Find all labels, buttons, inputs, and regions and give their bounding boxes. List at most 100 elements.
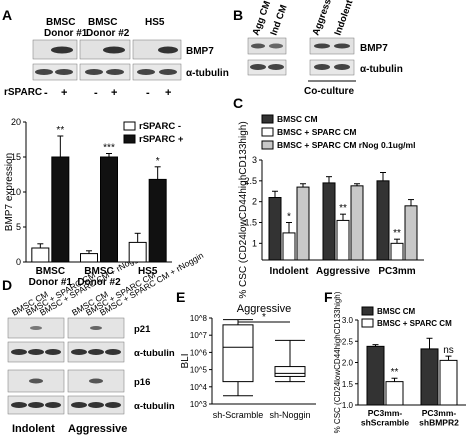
bar — [322, 182, 336, 261]
bar — [128, 241, 147, 263]
significance-label: *** — [103, 143, 115, 154]
blot-band — [55, 69, 73, 75]
category-label: Donor #2 — [77, 277, 121, 288]
category-label: shScramble — [361, 418, 409, 428]
blot-band — [268, 64, 284, 70]
blot-strip — [247, 37, 287, 55]
y-tick-label: 10^7 — [190, 331, 208, 340]
bar — [80, 253, 98, 263]
y-axis-label: BLI — [180, 353, 191, 368]
category-label: sh-Noggin — [269, 410, 310, 420]
blot-band — [45, 349, 61, 355]
y-tick-label: 0 — [16, 257, 21, 267]
blot-band — [71, 402, 87, 408]
significance-label: * — [262, 312, 266, 323]
y-tick-label: 3.0 — [342, 316, 354, 325]
legend-label: BMSC CM — [277, 114, 318, 124]
y-tick-label: 1.5 — [342, 380, 354, 389]
blot-band — [35, 69, 53, 75]
blot-label-tubulin: α-tubulin — [360, 64, 403, 75]
y-tick-label: 2.5 — [244, 176, 257, 186]
blot-header-donor1-line1: BMSC — [46, 17, 75, 28]
blot-band — [314, 43, 330, 49]
bar — [31, 247, 50, 263]
legend-swatch — [123, 121, 136, 131]
blot-band — [51, 46, 73, 54]
bar — [336, 219, 350, 261]
panel-e-letter: E — [176, 289, 185, 305]
legend-swatch — [361, 306, 374, 316]
y-tick-label: 5 — [16, 222, 21, 232]
blot-band — [28, 402, 44, 408]
panel-f-letter: F — [324, 289, 333, 305]
treatment-sign: + — [61, 87, 67, 99]
blot-band — [137, 69, 155, 75]
blot-strip — [247, 59, 287, 76]
y-tick-label: 2 — [252, 197, 257, 207]
legend-swatch — [261, 140, 274, 150]
significance-label: ** — [393, 228, 401, 239]
blot-band — [88, 349, 104, 355]
category-label: Indolent — [270, 266, 310, 277]
blot-band — [106, 69, 124, 75]
blot-band — [103, 46, 125, 54]
blot-band — [88, 402, 104, 408]
chart-f: 1.0 1.5 2.0 2.5 3.0% CSC (CD24lowCD44highCD1… — [333, 291, 466, 433]
blot-header-donor1-line2: Donor #1 — [44, 28, 88, 39]
treatment-sign: - — [44, 87, 48, 99]
significance-label: * — [156, 156, 160, 167]
treatment-sign: + — [111, 87, 117, 99]
y-tick-label: 10 — [11, 187, 21, 197]
significance-label: ** — [391, 367, 399, 378]
box — [274, 366, 306, 377]
blot-label-p16: p16 — [134, 377, 150, 388]
blot-band — [250, 64, 266, 70]
chart-c: 1 1.5 2 2.5 3% CSC (CD24lowCD44highCD133high… — [238, 114, 424, 299]
blot-band — [105, 349, 121, 355]
bar — [100, 156, 118, 263]
bar — [268, 197, 282, 261]
legend-label: BMSC + SPARC CM — [277, 127, 356, 137]
blot-band — [334, 64, 350, 70]
bar — [148, 178, 167, 263]
bar — [296, 186, 310, 261]
blot-label-bmp7: BMP7 — [186, 46, 214, 57]
blot-header-donor2-line1: BMSC — [88, 17, 117, 28]
blot-band — [105, 402, 121, 408]
panel-d-letter: D — [2, 277, 12, 293]
category-label: Aggressive — [316, 266, 370, 277]
legend-swatch — [261, 114, 274, 124]
category-label: PC3mm- — [422, 408, 457, 418]
category-label: PC3mm — [378, 266, 415, 277]
blot-header-hs5: HS5 — [145, 17, 165, 28]
blot-band — [30, 326, 42, 330]
y-tick-label: 3 — [252, 155, 257, 165]
blot-band — [11, 402, 27, 408]
legend-swatch — [123, 134, 136, 144]
blot-strip — [132, 39, 182, 60]
category-label: BMSC — [84, 266, 113, 277]
bar — [376, 180, 390, 261]
group-label-aggressive: Aggressive — [68, 423, 127, 435]
blot-label-tubulin: α-tubulin — [134, 401, 175, 412]
bar — [390, 242, 404, 261]
blot-strip — [132, 63, 182, 81]
blot-label-p21: p21 — [134, 324, 151, 335]
bar — [282, 232, 296, 261]
panel-b-letter: B — [233, 7, 243, 23]
significance-label: ns — [443, 345, 454, 356]
blot-label-bmp7: BMP7 — [360, 43, 388, 54]
blot-band — [85, 69, 103, 75]
legend-label: BMSC CM — [377, 307, 416, 316]
category-label: HS5 — [138, 266, 158, 277]
y-tick-label: 1.5 — [244, 218, 257, 228]
treatment-sign: + — [165, 87, 171, 99]
legend-label: BMSC + SPARC CM — [377, 319, 452, 328]
panel-b-blot: Agg CM Ind CM Aggressive Indolent BMP7 α… — [247, 0, 403, 97]
blot-strip — [309, 37, 355, 55]
y-tick-label: 20 — [11, 117, 21, 127]
y-tick-label: 10^4 — [190, 383, 208, 392]
legend-swatch — [361, 318, 374, 328]
